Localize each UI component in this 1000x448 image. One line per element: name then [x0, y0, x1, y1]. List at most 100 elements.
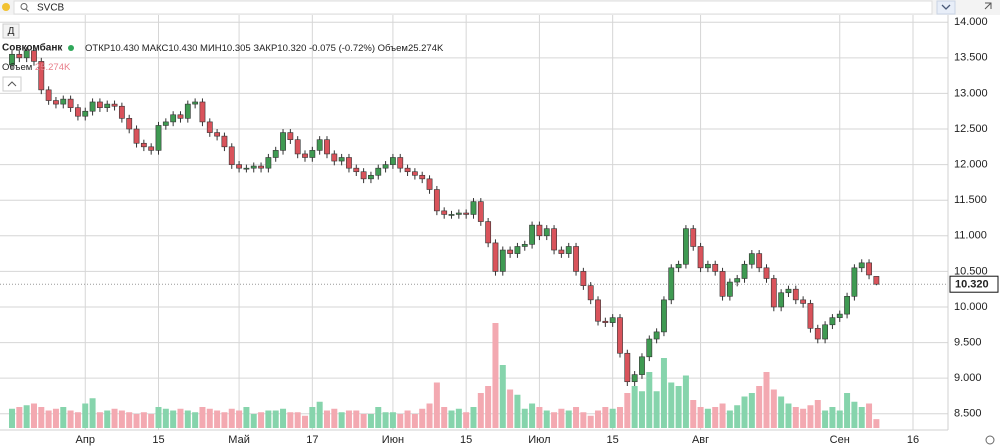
candle-body: [499, 249, 506, 272]
interval: Д: [8, 26, 15, 37]
candle-body: [441, 210, 448, 215]
volume-bar: [170, 410, 177, 428]
volume-bar: [316, 401, 323, 428]
volume-bar: [866, 403, 873, 428]
candle-body: [675, 263, 682, 269]
volume-bar: [565, 410, 572, 428]
volume-bar: [419, 408, 426, 428]
volume-bar: [155, 407, 162, 428]
candle-body: [382, 164, 389, 169]
x-tick-label: Июн: [382, 434, 404, 446]
info-label: МИН: [200, 43, 222, 54]
volume-bar: [690, 400, 697, 428]
candle-body: [419, 174, 426, 180]
volume-bar: [382, 412, 389, 428]
candle-body: [551, 228, 557, 251]
candle-body: [617, 317, 623, 354]
candle-body: [324, 139, 330, 155]
volume-bar: [704, 408, 711, 428]
volume-bar: [206, 408, 213, 428]
candle-body: [800, 299, 807, 304]
candle-body: [162, 121, 169, 126]
volume-bar: [433, 382, 440, 428]
candle-body: [836, 313, 843, 318]
volume-bar: [16, 407, 23, 428]
candle-body: [338, 157, 345, 162]
instrument-name: Совкомбанк: [2, 42, 63, 54]
volume-bar: [250, 414, 257, 428]
volume-bar: [404, 410, 411, 428]
candle-body: [726, 281, 733, 297]
volume-bar: [338, 412, 345, 428]
settings-icon[interactable]: [985, 435, 995, 445]
volume-bar: [624, 393, 631, 428]
volume-bar: [507, 389, 514, 428]
volume-bar: [82, 403, 89, 428]
volume-bar: [89, 398, 96, 428]
candle-body: [67, 98, 74, 108]
volume-bar: [595, 410, 602, 428]
candle-body: [9, 53, 15, 66]
candle-body: [661, 299, 667, 333]
search-icon: [20, 3, 28, 10]
candle-body: [75, 107, 81, 117]
volume-bar: [719, 403, 726, 428]
info-label: ОТКР: [85, 43, 110, 54]
candle-body: [104, 103, 111, 108]
expand-icon[interactable]: [984, 2, 992, 10]
candle-body: [719, 271, 726, 297]
volume-bar: [470, 407, 477, 428]
candle-body: [199, 101, 206, 123]
candle-body: [741, 263, 748, 279]
y-tick-label: 10.500: [954, 265, 988, 277]
candle-body: [221, 135, 228, 148]
dropdown-icon: [941, 4, 951, 10]
candle-body: [668, 267, 675, 301]
volume-bar: [741, 396, 748, 428]
candle-body: [602, 320, 609, 323]
candle-body: [140, 142, 147, 148]
candle-body: [595, 299, 601, 322]
candle-body: [126, 118, 133, 130]
volume-bar: [243, 407, 250, 428]
candle-body: [573, 246, 579, 272]
interval-button[interactable]: [2, 23, 20, 39]
y-tick-label: 10.000: [954, 301, 988, 313]
volume-bar: [756, 386, 763, 428]
candle-body: [89, 101, 96, 112]
collapse-button[interactable]: [2, 76, 22, 92]
volume-bar: [726, 410, 733, 428]
volume-bar: [536, 407, 543, 428]
candle-body: [558, 249, 565, 254]
volume-bar: [492, 323, 499, 428]
candle-body: [368, 174, 374, 180]
info-change: -0.075 (-0.72%): [309, 43, 375, 54]
x-tick-label: Июл: [528, 434, 550, 446]
volume-bar: [653, 391, 660, 428]
candle-body: [360, 171, 367, 180]
x-tick-label: 15: [152, 434, 164, 446]
candle-body: [653, 331, 660, 340]
symbol-search[interactable]: [13, 0, 933, 15]
y-tick-label: 13.500: [954, 52, 988, 64]
candle-body: [792, 288, 799, 301]
candle-body: [82, 110, 89, 117]
live-dot: [68, 45, 74, 51]
candle-body: [492, 242, 499, 272]
candle-body: [521, 244, 528, 247]
candle-body: [411, 171, 418, 176]
volume-bar: [360, 414, 367, 428]
volume-bar: [60, 407, 67, 428]
candle-body: [712, 263, 719, 272]
volume-bar: [199, 407, 206, 428]
volume-bar: [280, 408, 287, 428]
candle-body: [97, 101, 103, 108]
price-axis-bg: [948, 0, 1000, 448]
volume-bar: [763, 372, 770, 428]
volume-bar: [660, 358, 667, 428]
candle-body: [280, 132, 286, 151]
volume-bar: [778, 396, 785, 428]
dropdown-button[interactable]: [936, 0, 956, 15]
